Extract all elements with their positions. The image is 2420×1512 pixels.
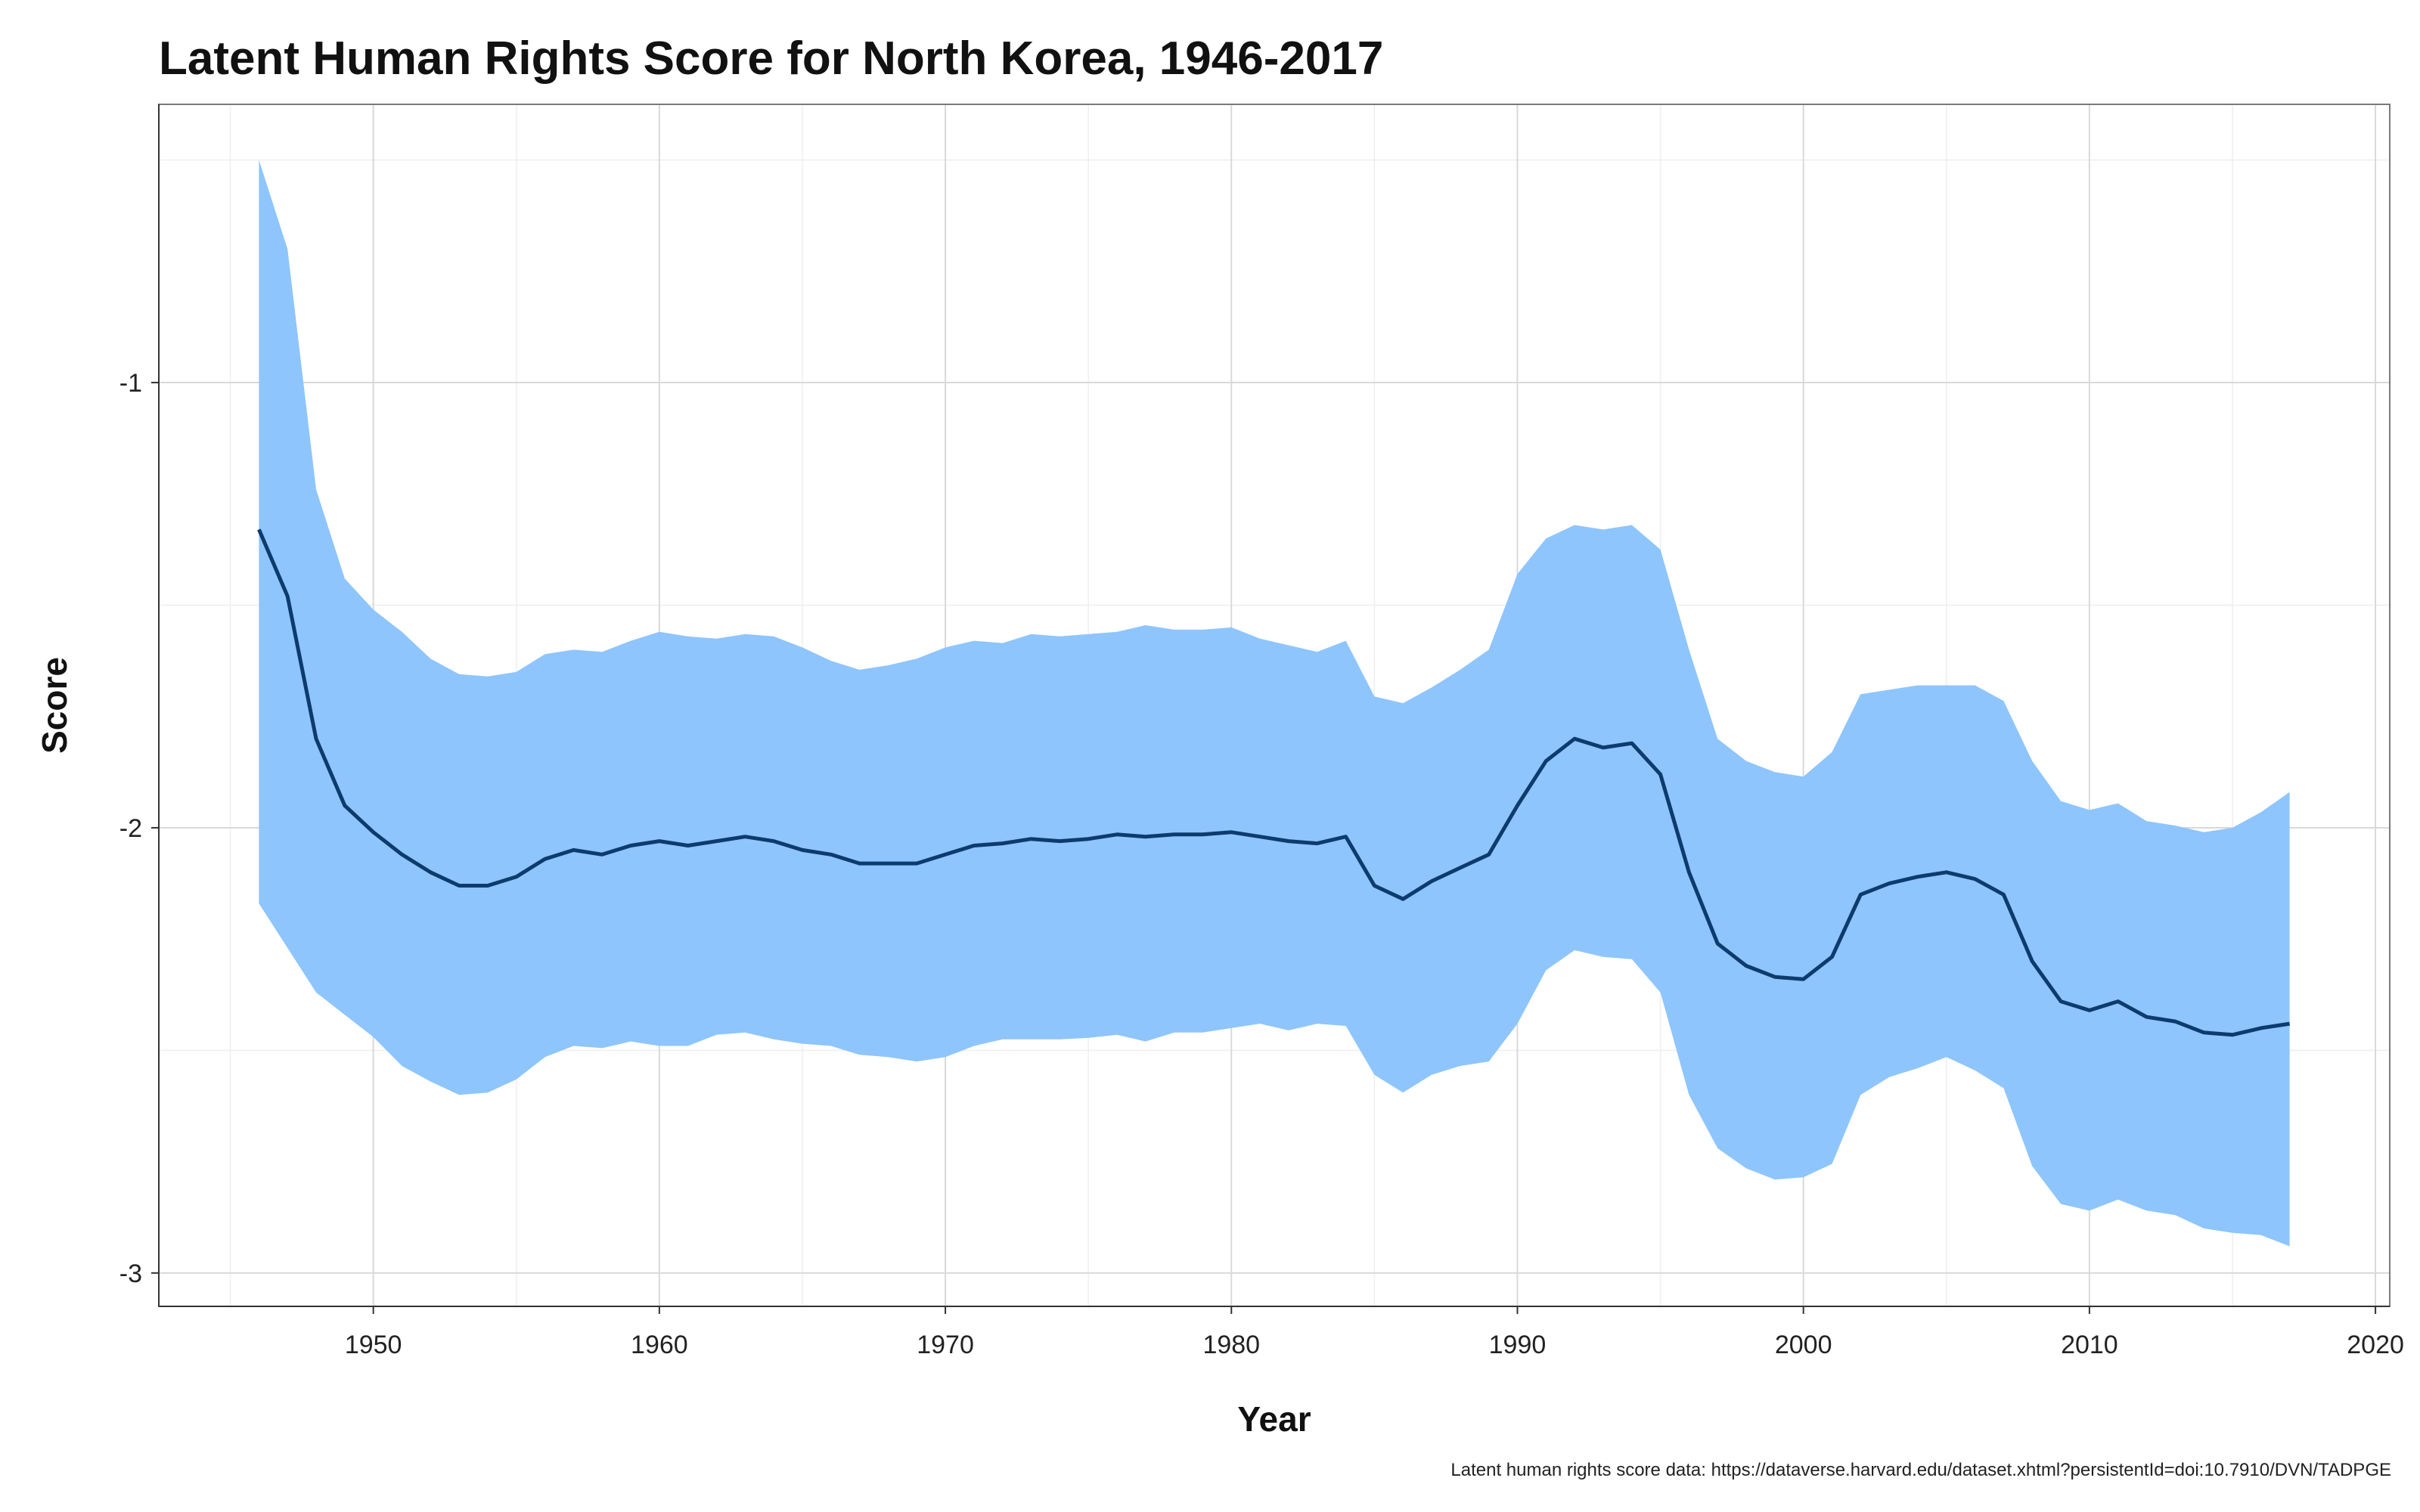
y-tick-label: -3	[119, 1259, 142, 1288]
y-tick-label: -2	[119, 814, 142, 843]
x-tick-label: 2000	[1775, 1331, 1832, 1359]
x-tick-label: 1990	[1489, 1331, 1547, 1359]
chart-caption: Latent human rights score data: https://…	[1450, 1460, 2391, 1480]
y-tick-label: -1	[119, 369, 142, 398]
x-axis-ticks: 1950 1960 1970 1980 1990 2000 2010 2020	[345, 1306, 2404, 1359]
x-tick-label: 1980	[1202, 1331, 1260, 1359]
x-axis-title: Year	[1237, 1399, 1311, 1439]
mean-score-line	[257, 528, 2290, 1037]
mean-line-layer	[257, 528, 2290, 1037]
x-tick-label: 2020	[2347, 1331, 2404, 1359]
x-tick-label: 2010	[2061, 1331, 2118, 1359]
x-tick-label: 1970	[917, 1331, 974, 1359]
y-axis-title: Score	[35, 657, 74, 754]
x-tick-label: 1960	[631, 1331, 688, 1359]
x-tick-label: 1950	[345, 1331, 402, 1359]
confidence-band	[259, 160, 2290, 1247]
y-axis-ticks: -3 -2 -1	[119, 369, 159, 1288]
confidence-band-layer	[259, 160, 2290, 1247]
chart-title: Latent Human Rights Score for North Kore…	[159, 33, 1383, 85]
